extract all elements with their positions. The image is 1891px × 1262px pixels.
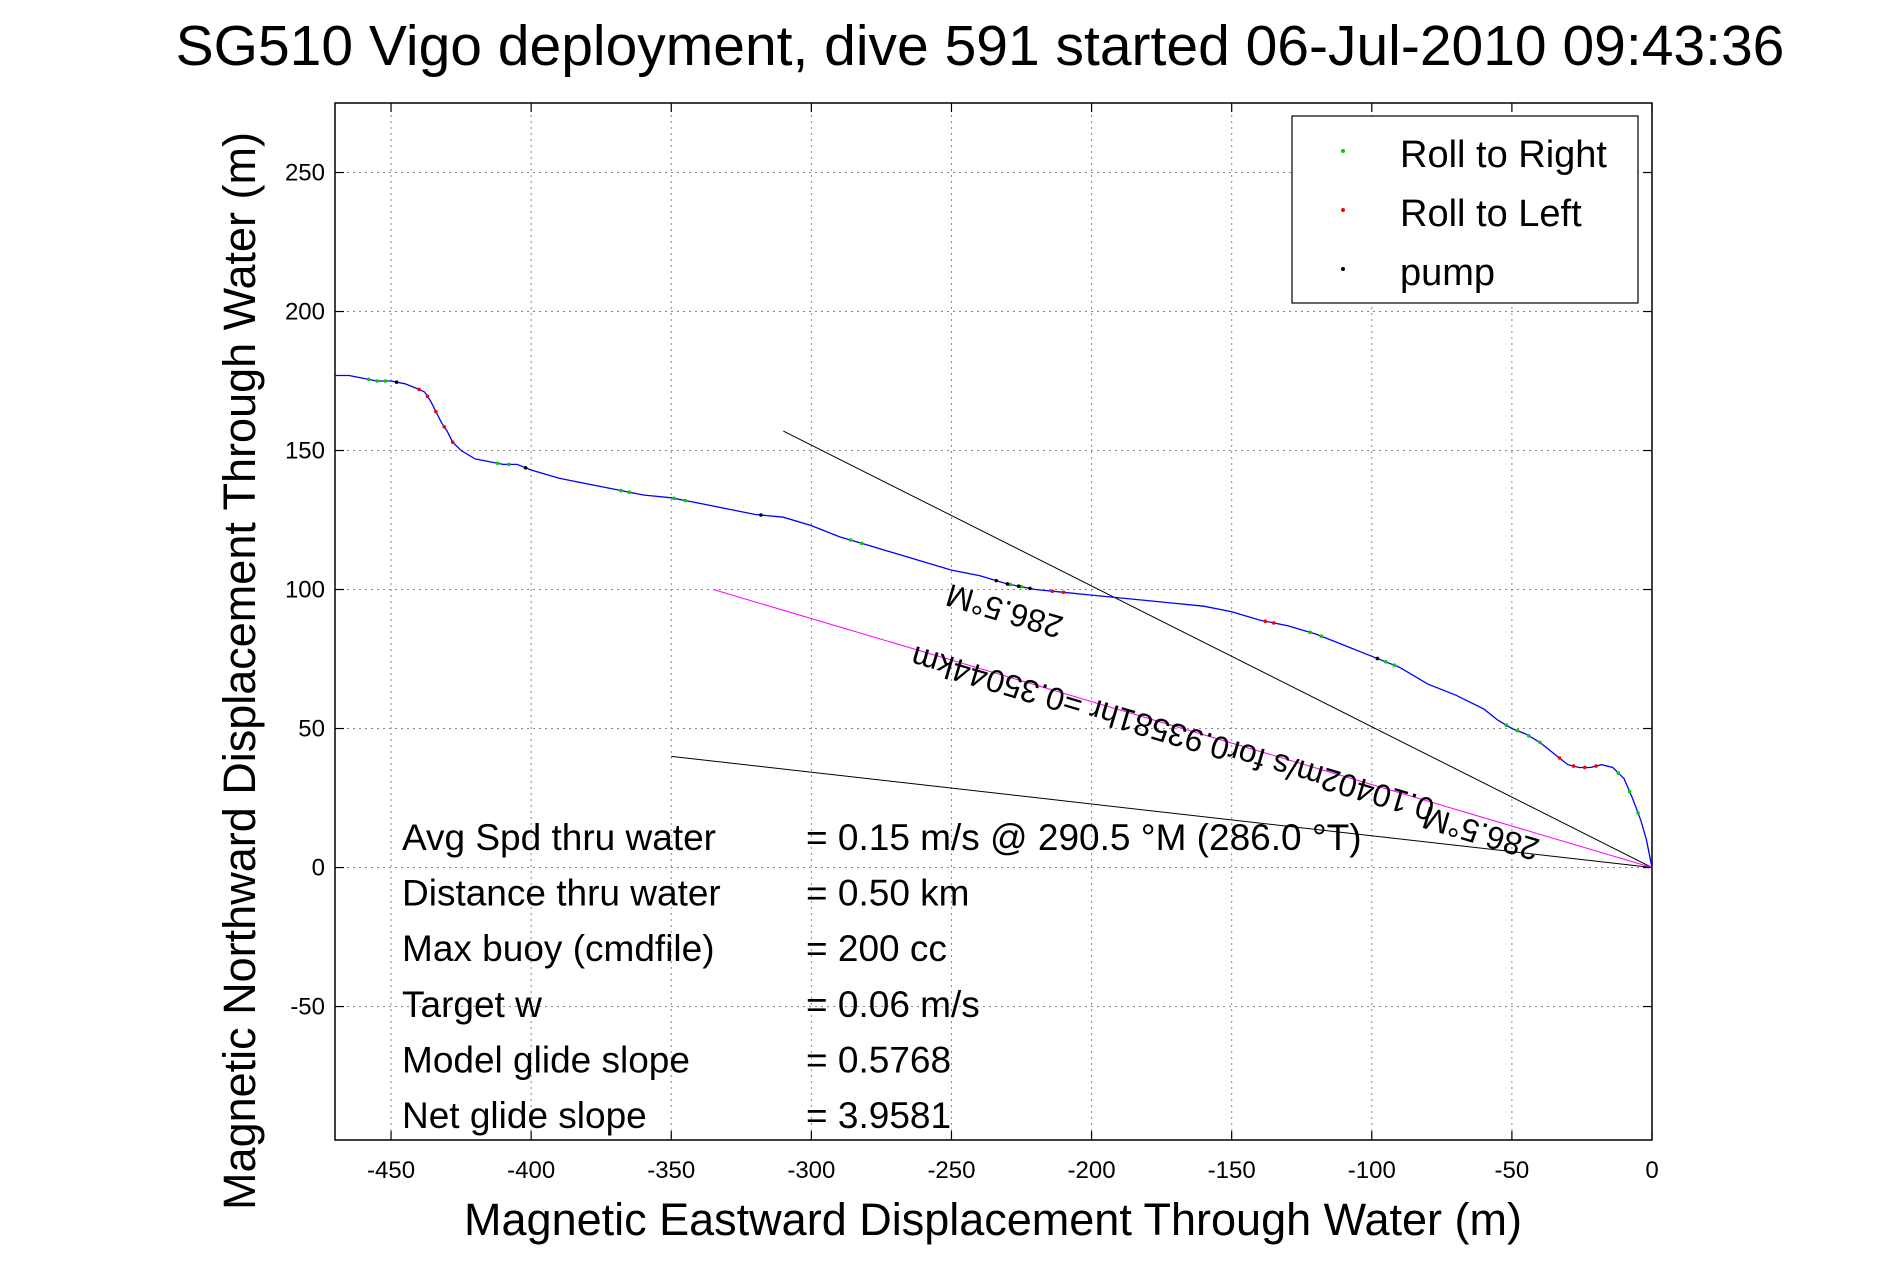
roll-left-point (450, 440, 455, 444)
roll-left-point (1571, 764, 1576, 768)
roll-left-point (434, 409, 438, 414)
roll-right-point (848, 538, 853, 542)
pump-point (759, 513, 763, 517)
legend: Roll to Right Roll to Left pump (1291, 115, 1639, 304)
roll-right-point (366, 377, 371, 382)
x-axis-ticks: -450 -400 -350 -300 -250 -200 -150 -100 -50 0 (367, 103, 1659, 1184)
roll-right-point (1616, 771, 1621, 775)
stat-label: Net glide slope (402, 1095, 647, 1136)
roll-left-point (1263, 619, 1268, 624)
roll-right-point (860, 541, 864, 546)
roll-left-point (417, 387, 421, 392)
y-tick-label: 200 (285, 299, 325, 326)
legend-box (1291, 115, 1639, 304)
y-tick-label: 150 (285, 438, 325, 465)
pump-point (1016, 584, 1021, 588)
x-tick-label: -200 (1068, 1157, 1116, 1184)
pump-point (1028, 586, 1032, 591)
roll-right-point (683, 498, 688, 503)
roll-right-point (1319, 634, 1324, 639)
x-tick-label: -100 (1348, 1157, 1396, 1184)
roll-right-point (619, 488, 623, 493)
roll-left-point (425, 394, 430, 399)
roll-right-point (1019, 584, 1024, 589)
stat-label: Target w (402, 984, 542, 1025)
x-tick-label: -450 (367, 1157, 415, 1184)
track-series (335, 374, 1653, 868)
stat-value: = 0.5768 (806, 1039, 951, 1080)
pump-point (394, 380, 399, 384)
roll-right-point (1504, 723, 1509, 727)
track-markers (366, 377, 1640, 815)
reference-line (713, 589, 1653, 869)
y-tick-label: 100 (285, 577, 325, 604)
legend-marker (1341, 267, 1345, 271)
roll-right-point (672, 496, 676, 501)
legend-label: pump (1400, 252, 1495, 294)
pump-point (1005, 582, 1010, 586)
reference-lines (671, 430, 1653, 869)
roll-right-point (506, 462, 511, 467)
legend-label: Roll to Right (1400, 134, 1607, 176)
roll-right-point (1526, 733, 1531, 738)
roll-right-point (1515, 728, 1520, 733)
y-axis-ticks: -50 0 50 100 150 200 250 (285, 160, 1652, 1021)
x-axis-label: Magnetic Eastward Displacement Through W… (464, 1194, 1522, 1245)
stat-label: Model glide slope (402, 1039, 690, 1080)
roll-right-point (1636, 811, 1640, 815)
roll-right-point (1538, 740, 1542, 745)
y-tick-label: 0 (312, 855, 325, 882)
roll-left-point (1594, 764, 1598, 768)
legend-marker (1341, 208, 1345, 212)
stat-value: = 0.50 km (806, 873, 970, 914)
grid (335, 103, 1652, 1140)
roll-left-point (1061, 590, 1066, 595)
roll-left-point (1271, 621, 1276, 625)
roll-right-point (627, 490, 632, 495)
x-tick-label: -400 (507, 1157, 555, 1184)
roll-right-point (495, 461, 500, 466)
y-axis-label: Magnetic Northward Displacement Through … (214, 132, 265, 1210)
stat-value: = 0.06 m/s (806, 984, 980, 1025)
x-tick-label: -250 (927, 1157, 975, 1184)
x-tick-label: -150 (1208, 1157, 1256, 1184)
stat-value: = 3.9581 (806, 1095, 951, 1136)
stat-value: = 200 cc (806, 928, 947, 969)
roll-right-point (383, 379, 388, 383)
y-tick-label: 250 (285, 160, 325, 187)
legend-label: Roll to Left (1400, 193, 1582, 235)
roll-left-point (442, 425, 447, 429)
x-tick-label: -300 (787, 1157, 835, 1184)
x-tick-label: -350 (647, 1157, 695, 1184)
pump-point (523, 465, 528, 470)
pump-point (1375, 656, 1380, 661)
y-tick-label: -50 (290, 994, 325, 1021)
stats-block: Avg Spd thru water = 0.15 m/s @ 290.5 °M … (402, 817, 1362, 1136)
roll-right-point (1308, 630, 1312, 635)
chart-title: SG510 Vigo deployment, dive 591 started … (176, 14, 1785, 78)
roll-left-point (1050, 589, 1055, 593)
roll-right-point (1392, 663, 1397, 667)
reference-line (671, 755, 1653, 869)
stat-label: Max buoy (cmdfile) (402, 928, 715, 969)
stat-label: Avg Spd thru water (402, 817, 716, 858)
roll-left-point (1557, 756, 1562, 760)
roll-right-point (1627, 789, 1632, 794)
roll-right-point (1008, 582, 1013, 587)
legend-marker (1341, 149, 1345, 153)
pump-point (994, 578, 999, 583)
stat-value: = 0.15 m/s @ 290.5 °M (286.0 °T) (806, 817, 1362, 858)
y-tick-label: 50 (298, 716, 325, 743)
x-tick-label: -50 (1495, 1157, 1530, 1184)
roll-left-point (1582, 765, 1587, 770)
roll-right-point (375, 379, 379, 383)
x-tick-label: 0 (1645, 1157, 1658, 1184)
roll-right-point (1383, 660, 1388, 664)
track-line (335, 374, 1653, 868)
reference-line (783, 430, 1653, 868)
stat-label: Distance thru water (402, 873, 721, 914)
